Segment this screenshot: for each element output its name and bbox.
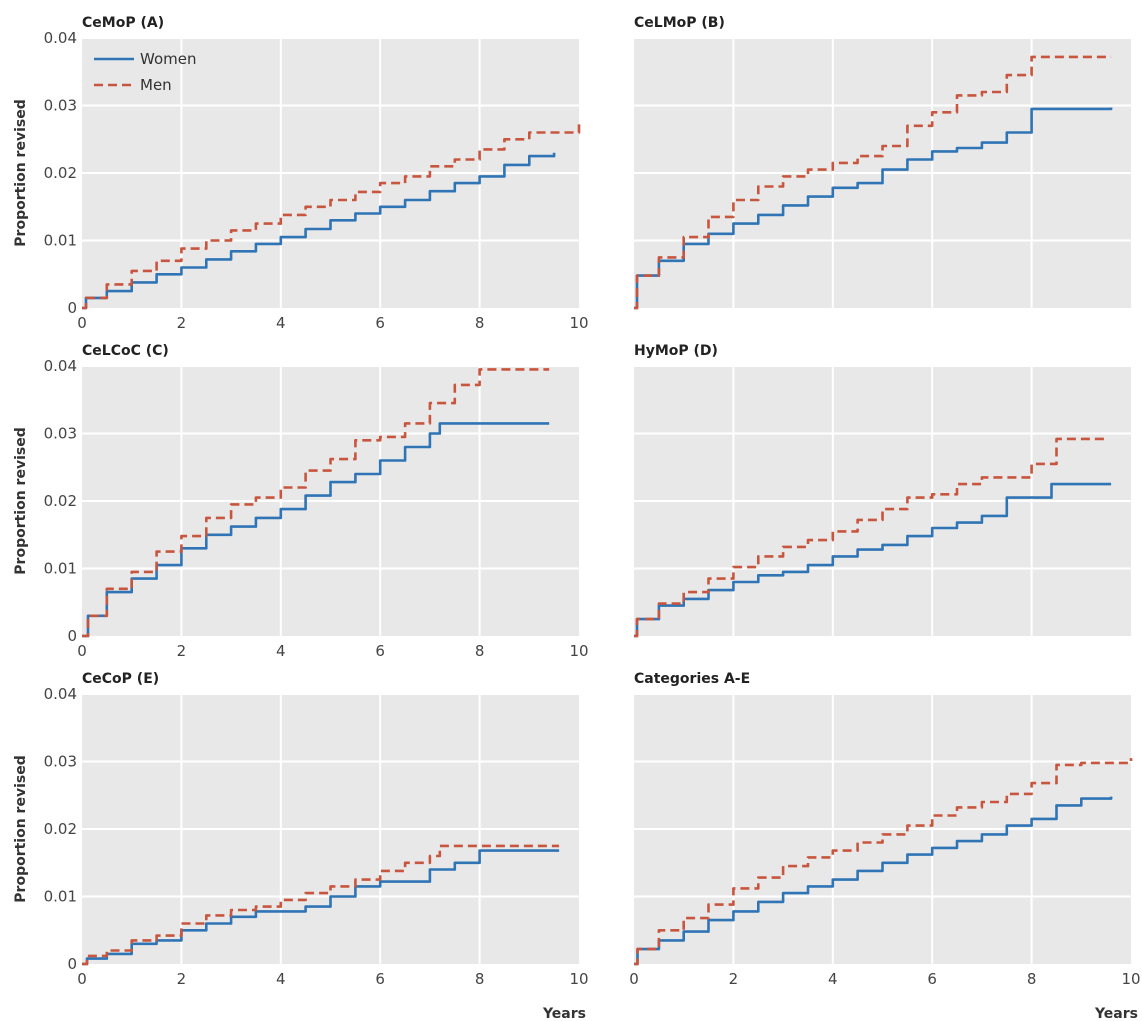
- x-tick-label: 10: [569, 970, 588, 988]
- panel-title: Categories A-E: [634, 671, 750, 687]
- y-tick-label: 0.04: [44, 357, 77, 375]
- y-tick-label: 0.03: [44, 425, 77, 443]
- panel-title: CeCoP (E): [82, 671, 159, 687]
- panel-title: CeMoP (A): [82, 15, 164, 31]
- x-tick-label: 8: [475, 970, 485, 988]
- legend-label-men: Men: [140, 76, 172, 94]
- x-tick-label: 0: [77, 314, 87, 332]
- panel-2: CeLMoP (B): [634, 15, 1131, 310]
- y-tick-label: 0: [67, 627, 77, 645]
- series-line-women: [634, 482, 1112, 638]
- y-tick-label: 0.03: [44, 97, 77, 115]
- series-line-men: [82, 844, 560, 966]
- series-line-women: [634, 796, 1113, 966]
- series-line-men: [82, 124, 581, 310]
- panel-4: HyMoP (D): [634, 343, 1131, 638]
- series-line-men: [634, 55, 1112, 310]
- legend: Women Men: [94, 50, 196, 94]
- y-tick-label: 0: [67, 955, 77, 973]
- panel-6: Categories A-E 0 2 4 6 8 10 Years: [629, 671, 1140, 1021]
- series-line-men: [634, 437, 1107, 638]
- x-tick-label: 0: [629, 970, 639, 988]
- x-tick-label: 4: [276, 970, 286, 988]
- x-tick-label: 6: [375, 970, 385, 988]
- panel-title: CeLCoC (C): [82, 343, 169, 359]
- panel-title: HyMoP (D): [634, 343, 718, 359]
- x-axis-label: Years: [542, 1006, 586, 1021]
- x-tick-label: 10: [1121, 970, 1140, 988]
- y-tick-label: 0.04: [44, 29, 77, 47]
- x-tick-label: 4: [828, 970, 838, 988]
- x-tick-label: 0: [77, 970, 87, 988]
- y-tick-label: 0.01: [44, 888, 77, 906]
- x-tick-label: 2: [177, 314, 187, 332]
- x-tick-label: 2: [177, 970, 187, 988]
- y-tick-label: 0.02: [44, 820, 77, 838]
- panel-title: CeLMoP (B): [634, 15, 725, 31]
- x-tick-label: 8: [475, 314, 485, 332]
- x-tick-label: 8: [1027, 970, 1037, 988]
- series-line-men: [634, 758, 1133, 966]
- x-tick-label: 0: [77, 642, 87, 660]
- x-tick-label: 8: [475, 642, 485, 660]
- y-tick-label: 0.03: [44, 753, 77, 771]
- x-tick-label: 4: [276, 314, 286, 332]
- x-tick-label: 6: [375, 314, 385, 332]
- y-axis-label: Proportion revised: [13, 755, 29, 902]
- series-line-women: [82, 849, 560, 966]
- x-tick-label: 10: [569, 642, 588, 660]
- x-tick-label: 10: [569, 314, 588, 332]
- x-tick-label: 2: [729, 970, 739, 988]
- x-axis-label: Years: [1094, 1006, 1138, 1021]
- legend-label-women: Women: [140, 50, 196, 68]
- series-line-women: [82, 422, 550, 638]
- x-tick-label: 2: [177, 642, 187, 660]
- y-tick-label: 0.02: [44, 492, 77, 510]
- x-tick-label: 4: [276, 642, 286, 660]
- x-tick-label: 6: [927, 970, 937, 988]
- panel-1: CeMoP (A) 0 0.01 0.02 0.03 0.04 0 2 4 6 8 10 Proport…: [13, 15, 589, 332]
- y-tick-label: 0.01: [44, 560, 77, 578]
- y-axis-label: Proportion revised: [13, 99, 29, 246]
- y-tick-label: 0.02: [44, 164, 77, 182]
- y-axis-label: Proportion revised: [13, 427, 29, 574]
- y-tick-label: 0.01: [44, 232, 77, 250]
- y-tick-label: 0: [67, 299, 77, 317]
- panel-5: CeCoP (E) 0 0.01 0.02 0.03 0.04 0 2 4 6 8 10 Proport…: [13, 671, 589, 1021]
- x-tick-label: 6: [375, 642, 385, 660]
- y-tick-label: 0.04: [44, 685, 77, 703]
- panel-3: CeLCoC (C) 0 0.01 0.02 0.03 0.04 0 2 4 6 8 10 Propor…: [13, 343, 589, 660]
- series-line-men: [82, 368, 550, 638]
